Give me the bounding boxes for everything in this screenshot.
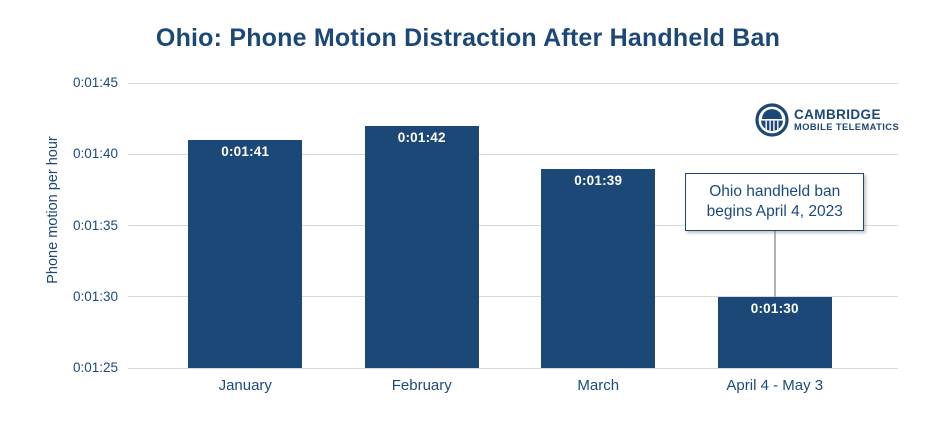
logo-line-cambridge: CAMBRIDGE: [794, 106, 881, 122]
y-axis-tick-label: 0:01:45: [72, 75, 118, 90]
bar-value-label: 0:01:41: [221, 144, 270, 159]
gridline: [128, 367, 898, 369]
bar-february: 0:01:42: [364, 125, 479, 368]
y-axis-tick-label: 0:01:40: [72, 146, 118, 162]
gridline: [128, 296, 898, 298]
gridline: [128, 82, 898, 84]
chart-title: Ohio: Phone Motion Distraction After Han…: [155, 24, 781, 52]
y-axis-tick-label: 0:01:30: [72, 288, 118, 304]
annotation-callout: Ohio handheld ban begins April 4, 2023: [685, 173, 865, 231]
x-axis-category-label: January: [218, 377, 272, 394]
x-axis-category-label: April 4 - May 3: [726, 377, 824, 394]
logo-line-mobile-telematics: MOBILE TELEMATICS: [794, 122, 900, 133]
bar-january: 0:01:41: [188, 140, 303, 368]
annotation-text: Ohio handheld ban begins April 4, 2023: [706, 182, 843, 220]
gridline: [128, 153, 898, 155]
logo-wordmark: CAMBRIDGE MOBILE TELEMATICS: [794, 108, 899, 133]
bar-value-label: 0:01:39: [574, 172, 623, 188]
bar-april-4-may-3: 0:01:30: [717, 296, 832, 368]
bar-value-label: 0:01:30: [750, 300, 799, 316]
rotunda-icon: [755, 103, 789, 137]
y-axis-title: Phone motion per hour: [45, 136, 61, 284]
x-axis-category-label: March: [577, 377, 620, 394]
gridline: [128, 225, 898, 226]
annotation-connector-line: [774, 231, 776, 297]
bar-march: 0:01:39: [541, 168, 656, 368]
cmt-logo: CAMBRIDGE MOBILE TELEMATICS: [755, 103, 899, 137]
y-axis-tick-label: 0:01:35: [72, 217, 118, 233]
bar-value-label: 0:01:42: [397, 129, 446, 145]
x-axis-category-label: February: [391, 377, 452, 394]
y-axis-tick-label: 0:01:25: [72, 360, 118, 375]
